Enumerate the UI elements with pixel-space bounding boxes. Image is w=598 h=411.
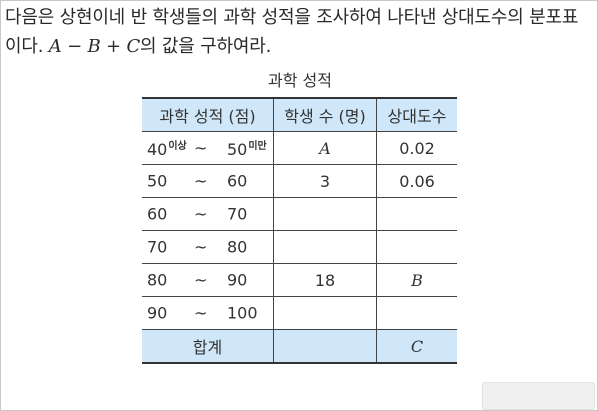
range-high-value: 60	[227, 171, 248, 191]
range-low: 40이상	[147, 137, 187, 159]
range-high: 100	[227, 304, 258, 323]
range-tilde: ~	[194, 237, 208, 257]
score-range-cell: 80 ~90	[142, 264, 274, 297]
table-header-row: 과학 성적 (점) 학생 수 (명) 상대도수	[142, 98, 457, 132]
range-low-suffix: 이상	[168, 141, 187, 152]
range-high: 90	[227, 271, 247, 290]
range-low: 80	[147, 271, 167, 290]
range-low-value: 60	[147, 204, 168, 224]
student-count-cell	[273, 230, 377, 264]
range-tilde: ~	[194, 270, 208, 290]
range-low-value: 80	[147, 270, 168, 290]
range-low: 90	[147, 304, 167, 323]
range-low: 60	[147, 205, 167, 224]
range-tilde: ~	[194, 303, 208, 323]
table-row: 90 ~100	[142, 296, 457, 330]
range-low: 50	[147, 172, 167, 191]
range-low: 70	[147, 238, 167, 257]
relative-frequency-cell: 0.06	[376, 164, 457, 198]
range-high-value: 90	[227, 270, 248, 290]
question-text: 다음은 상현이네 반 학생들의 과학 성적을 조사하여 나타낸 상대도수의 분포…	[5, 3, 591, 61]
table-row: 70 ~80	[142, 230, 457, 264]
range-tilde: ~	[194, 138, 208, 158]
table-row: 80 ~90 18 B	[142, 263, 457, 297]
score-range-cell: 40이상 ~50미만	[142, 132, 274, 165]
relative-frequency-table: 과학 성적 (점) 학생 수 (명) 상대도수 40이상 ~50미만 A 0.02 50…	[142, 97, 457, 364]
header-relative-frequency: 상대도수	[376, 98, 457, 132]
header-student-count: 학생 수 (명)	[273, 98, 377, 132]
student-count-cell: A	[273, 131, 377, 165]
table-row: 60 ~70	[142, 197, 457, 231]
relative-frequency-cell	[376, 230, 457, 264]
range-low-value: 70	[147, 237, 168, 257]
student-count-cell: 18	[273, 263, 377, 297]
table-row: 50 ~60 3 0.06	[142, 164, 457, 198]
question-expression: A − B + C	[48, 36, 141, 57]
range-low-value: 40	[147, 140, 168, 159]
range-high-value: 50	[227, 140, 248, 159]
table-row: 40이상 ~50미만 A 0.02	[142, 131, 457, 165]
relative-frequency-cell: 0.02	[376, 131, 457, 165]
range-high: 80	[227, 238, 247, 257]
range-tilde: ~	[194, 204, 208, 224]
question-text-after: 의 값을 구하여라.	[140, 36, 272, 57]
relative-frequency-cell: B	[376, 263, 457, 297]
range-low-value: 90	[147, 303, 168, 323]
range-high-value: 80	[227, 237, 248, 257]
range-tilde: ~	[194, 171, 208, 191]
total-students	[273, 329, 377, 363]
corner-button[interactable]	[482, 382, 595, 410]
relative-frequency-cell	[376, 296, 457, 330]
student-count-cell	[273, 296, 377, 330]
score-range-cell: 90 ~100	[142, 297, 274, 330]
score-range-cell: 50 ~60	[142, 165, 274, 198]
range-high: 70	[227, 205, 247, 224]
range-high: 50미만	[227, 137, 267, 159]
table-total-row: 합계 C	[142, 329, 457, 363]
student-count-cell: 3	[273, 164, 377, 198]
table-title: 과학 성적	[268, 71, 332, 90]
range-low-value: 50	[147, 171, 168, 191]
range-high-value: 70	[227, 204, 248, 224]
score-range-cell: 60 ~70	[142, 198, 274, 231]
header-score-range: 과학 성적 (점)	[142, 98, 274, 132]
range-high: 60	[227, 172, 247, 191]
question-text-before: 다음은 상현이네 반 학생들의 과학 성적을 조사하여 나타낸 상대도수의 분포…	[5, 7, 579, 57]
total-relative: C	[376, 329, 457, 363]
total-label: 합계	[142, 329, 274, 363]
range-high-suffix: 미만	[248, 141, 267, 152]
relative-frequency-cell	[376, 197, 457, 231]
score-range-cell: 70 ~80	[142, 231, 274, 264]
range-high-value: 100	[227, 303, 258, 323]
student-count-cell	[273, 197, 377, 231]
